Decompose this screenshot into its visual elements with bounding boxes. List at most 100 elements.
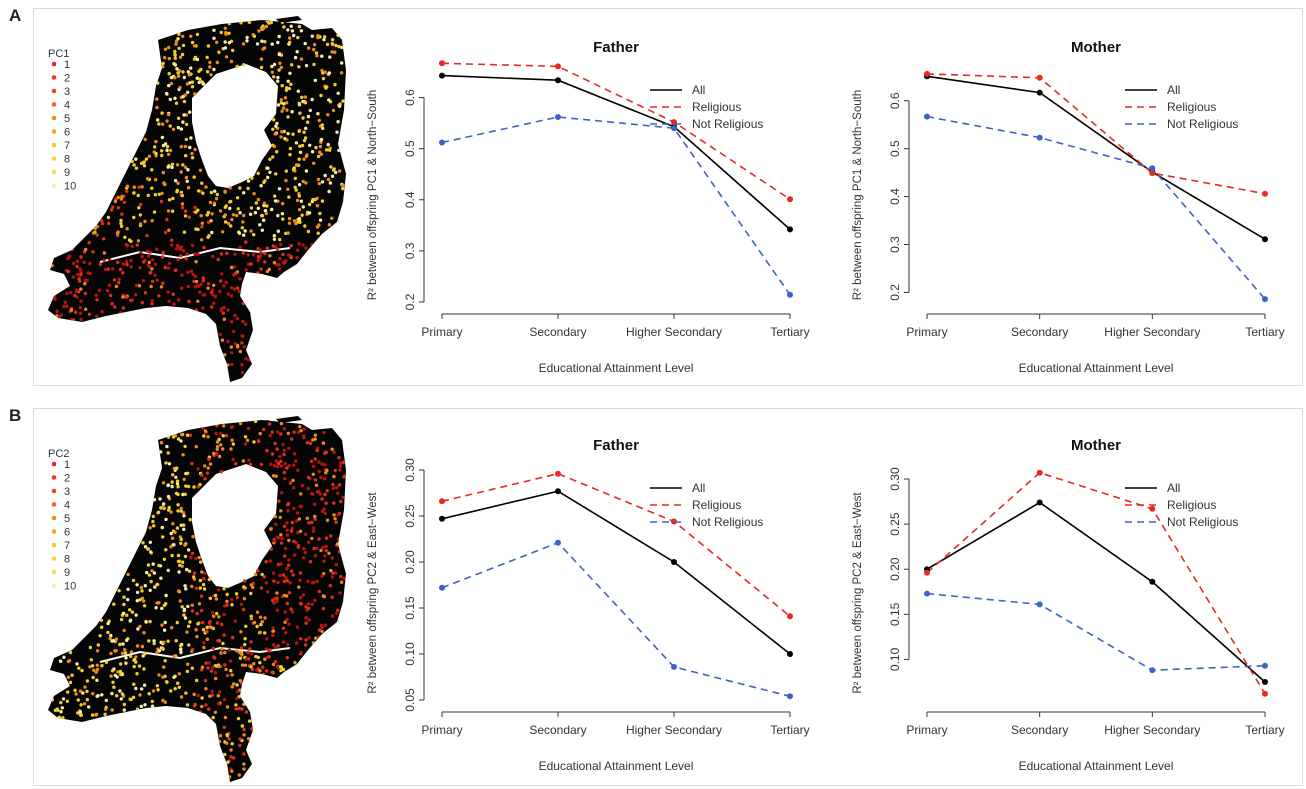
y-tick-label: 0.4 [888, 188, 902, 205]
map-point [185, 433, 190, 437]
map-point [316, 231, 320, 235]
map-point [125, 259, 129, 264]
map-point [217, 739, 222, 744]
map-point [289, 607, 293, 611]
map-point [199, 282, 203, 286]
map-point [66, 675, 71, 679]
map-point [159, 199, 164, 204]
map-point [202, 641, 206, 645]
map-point [269, 20, 273, 25]
map-point [247, 458, 251, 462]
map-point [199, 668, 204, 672]
map-point [175, 526, 180, 530]
data-point [671, 559, 677, 565]
map-point [297, 157, 301, 161]
map-point [183, 584, 187, 588]
y-tick-label: 0.05 [403, 688, 417, 712]
map-point [141, 279, 146, 283]
map-point [286, 501, 291, 506]
map-point [224, 204, 228, 208]
map-point [124, 638, 129, 643]
map-point [281, 667, 286, 672]
map-point [236, 207, 240, 211]
map-point [110, 708, 114, 712]
map-point [264, 581, 268, 585]
map-point [221, 641, 225, 646]
map-point [49, 264, 54, 268]
data-point [924, 590, 930, 597]
map-point [299, 650, 303, 655]
map-point [175, 620, 179, 625]
map-point [262, 427, 266, 432]
map-point [222, 305, 226, 310]
map-point [181, 34, 185, 38]
map-point [203, 429, 208, 433]
map-point [140, 185, 144, 189]
map-point [206, 235, 210, 239]
map-point [304, 643, 308, 647]
map-legend-swatch [51, 583, 57, 588]
map-point [312, 526, 316, 530]
map-point [274, 459, 279, 463]
map-point [226, 292, 231, 296]
legend-label: Religious [1167, 498, 1216, 512]
map-point [258, 431, 262, 436]
map-point [79, 287, 83, 291]
map-point [287, 558, 291, 562]
map-point [167, 505, 171, 510]
map-point [302, 427, 306, 431]
map-point [323, 477, 327, 481]
map-point [194, 445, 198, 449]
y-tick-label: 0.2 [403, 293, 417, 310]
map-point [89, 658, 93, 662]
map-point [315, 448, 319, 453]
map-point [53, 297, 57, 301]
map-point [215, 40, 219, 44]
map-point [112, 278, 117, 282]
map-point [183, 209, 188, 213]
map-point [262, 575, 266, 579]
map-point [151, 514, 155, 519]
map-point [100, 221, 105, 226]
map-point [330, 595, 334, 599]
map-point [240, 363, 244, 367]
map-point [194, 628, 198, 632]
map-point [156, 510, 161, 514]
map-point [238, 737, 242, 741]
map-point [163, 659, 167, 663]
map-point [96, 643, 100, 647]
map-point [177, 672, 181, 676]
map-point [173, 49, 177, 54]
map-point [297, 65, 301, 69]
map-point [161, 698, 165, 703]
map-point [229, 265, 234, 270]
map-point [324, 548, 328, 553]
map-point [157, 673, 161, 677]
map-point [123, 651, 128, 655]
map-point [138, 624, 142, 629]
map-legend-title: PC1 [48, 48, 69, 60]
map-point [221, 447, 225, 451]
map-legend-label: 2 [64, 73, 70, 85]
map-point [315, 546, 319, 551]
map-point [55, 309, 59, 313]
data-point [1149, 170, 1156, 177]
map-legend-label: 5 [64, 113, 70, 125]
map-point [238, 245, 242, 249]
map-point [242, 727, 246, 732]
map-point [120, 692, 125, 696]
map-point [88, 645, 93, 650]
y-tick-label: 0.2 [888, 284, 902, 301]
map-point [178, 245, 182, 249]
map-point [324, 501, 328, 505]
map-point [264, 560, 268, 564]
map-point [190, 647, 195, 652]
map-point [265, 269, 270, 274]
map-point [294, 141, 299, 145]
map-point [275, 596, 279, 600]
map-point [132, 163, 136, 167]
map-point [202, 645, 206, 650]
map-point [199, 608, 204, 613]
map-legend-swatch [51, 75, 57, 80]
